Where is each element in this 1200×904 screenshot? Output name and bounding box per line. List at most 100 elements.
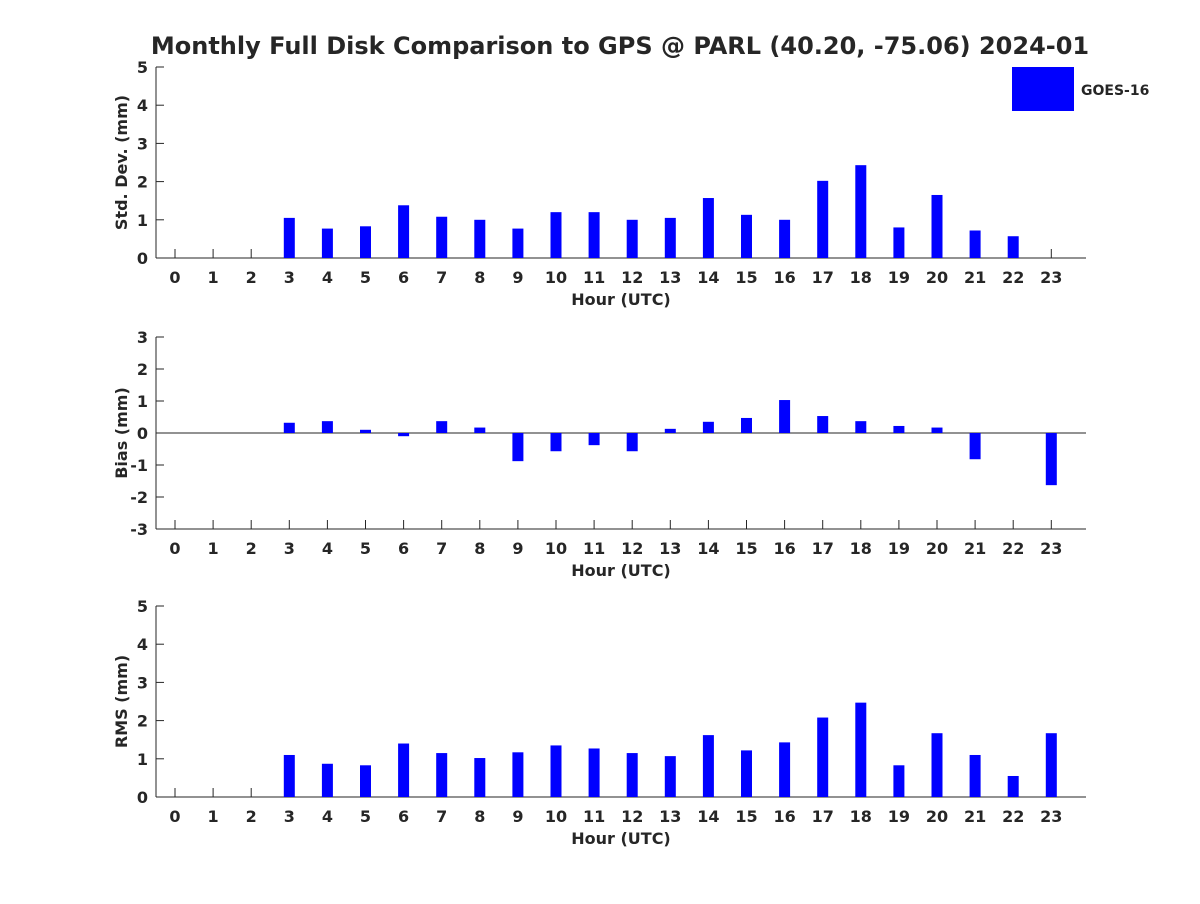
- y-axis-label: Bias (mm): [112, 387, 131, 479]
- x-tick-label: 11: [583, 268, 605, 287]
- x-tick-label: 4: [322, 268, 333, 287]
- x-tick-label: 20: [926, 807, 948, 826]
- x-tick-label: 6: [398, 539, 409, 558]
- bar-hour-6: [398, 743, 410, 797]
- x-tick-label: 15: [735, 539, 757, 558]
- x-tick-label: 17: [812, 539, 834, 558]
- bar-hour-10: [550, 433, 562, 452]
- x-tick-label: 12: [621, 539, 643, 558]
- bar-hour-11: [588, 212, 600, 258]
- x-tick-label: 17: [812, 807, 834, 826]
- y-tick-label: 3: [137, 673, 148, 692]
- legend: GOES-16: [1012, 67, 1149, 111]
- bar-hour-12: [626, 219, 638, 258]
- bar-hour-5: [360, 765, 371, 797]
- bar-hour-18: [855, 421, 867, 433]
- bar-hour-20: [931, 194, 943, 258]
- bar-hour-9: [512, 752, 524, 797]
- bar-hour-7: [436, 421, 448, 433]
- x-tick-label: 14: [697, 807, 719, 826]
- x-tick-label: 4: [322, 807, 333, 826]
- bar-hour-13: [664, 428, 676, 433]
- x-tick-label: 1: [208, 539, 219, 558]
- y-tick-label: 3: [137, 328, 148, 347]
- x-tick-label: 7: [436, 807, 447, 826]
- y-tick-label: 0: [137, 424, 148, 443]
- y-tick-label: 1: [137, 750, 148, 769]
- x-tick-label: 19: [888, 807, 910, 826]
- x-tick-label: 7: [436, 539, 447, 558]
- bar-hour-3: [283, 754, 295, 797]
- y-tick-label: 2: [137, 173, 148, 192]
- bar-hour-12: [626, 433, 638, 452]
- bar-hour-6: [398, 433, 410, 437]
- bar-hour-10: [550, 745, 562, 797]
- x-tick-label: 16: [773, 807, 795, 826]
- bar-hour-5: [360, 429, 371, 433]
- x-axis-label: Hour (UTC): [571, 829, 671, 848]
- bar-hour-19: [893, 227, 905, 258]
- x-tick-label: 20: [926, 539, 948, 558]
- bar-hour-15: [741, 214, 752, 258]
- x-tick-label: 23: [1040, 807, 1062, 826]
- x-tick-label: 0: [169, 807, 180, 826]
- bar-hour-17: [817, 416, 829, 433]
- bar-hour-13: [664, 217, 676, 258]
- x-tick-label: 22: [1002, 807, 1024, 826]
- bar-hour-11: [588, 748, 600, 797]
- bar-hour-19: [893, 425, 905, 433]
- bar-hour-18: [855, 702, 867, 797]
- y-tick-label: 5: [137, 597, 148, 616]
- x-tick-label: 16: [773, 539, 795, 558]
- bar-hour-20: [931, 427, 943, 433]
- bar-hour-19: [893, 765, 905, 797]
- bar-hour-21: [969, 230, 981, 258]
- bar-hour-15: [741, 750, 752, 797]
- y-axis-label: Std. Dev. (mm): [112, 95, 131, 230]
- x-tick-label: 8: [474, 268, 485, 287]
- bar-hour-20: [931, 733, 943, 797]
- x-tick-label: 15: [735, 268, 757, 287]
- x-tick-label: 13: [659, 807, 681, 826]
- bar-hour-7: [436, 216, 448, 258]
- x-tick-label: 6: [398, 807, 409, 826]
- bar-hour-22: [1007, 236, 1019, 258]
- bar-hour-14: [702, 421, 714, 433]
- bar-hour-23: [1045, 733, 1057, 797]
- bar-hour-5: [360, 226, 371, 258]
- x-tick-label: 5: [360, 539, 371, 558]
- x-tick-label: 1: [208, 807, 219, 826]
- x-tick-label: 8: [474, 807, 485, 826]
- y-tick-label: 2: [137, 360, 148, 379]
- y-tick-label: 4: [137, 635, 148, 654]
- x-tick-label: 3: [284, 268, 295, 287]
- y-tick-label: -3: [130, 520, 148, 539]
- y-axis-label: RMS (mm): [112, 655, 131, 748]
- y-tick-label: 0: [137, 249, 148, 268]
- legend-label: GOES-16: [1081, 83, 1149, 99]
- x-tick-label: 23: [1040, 268, 1062, 287]
- bar-hour-16: [779, 400, 791, 433]
- bar-hour-14: [702, 198, 714, 258]
- x-tick-label: 11: [583, 807, 605, 826]
- x-tick-label: 21: [964, 539, 986, 558]
- bar-hour-16: [779, 219, 791, 258]
- x-tick-label: 18: [850, 539, 872, 558]
- x-tick-label: 9: [512, 539, 523, 558]
- bar-hour-10: [550, 212, 562, 258]
- bar-hour-16: [779, 742, 791, 797]
- bar-hour-17: [817, 180, 829, 258]
- x-tick-label: 6: [398, 268, 409, 287]
- bar-hour-8: [474, 758, 486, 797]
- x-tick-label: 8: [474, 539, 485, 558]
- x-tick-label: 12: [621, 807, 643, 826]
- bar-hour-13: [664, 756, 676, 797]
- x-tick-label: 13: [659, 268, 681, 287]
- x-tick-label: 19: [888, 539, 910, 558]
- x-tick-label: 11: [583, 539, 605, 558]
- bar-hour-22: [1007, 775, 1019, 797]
